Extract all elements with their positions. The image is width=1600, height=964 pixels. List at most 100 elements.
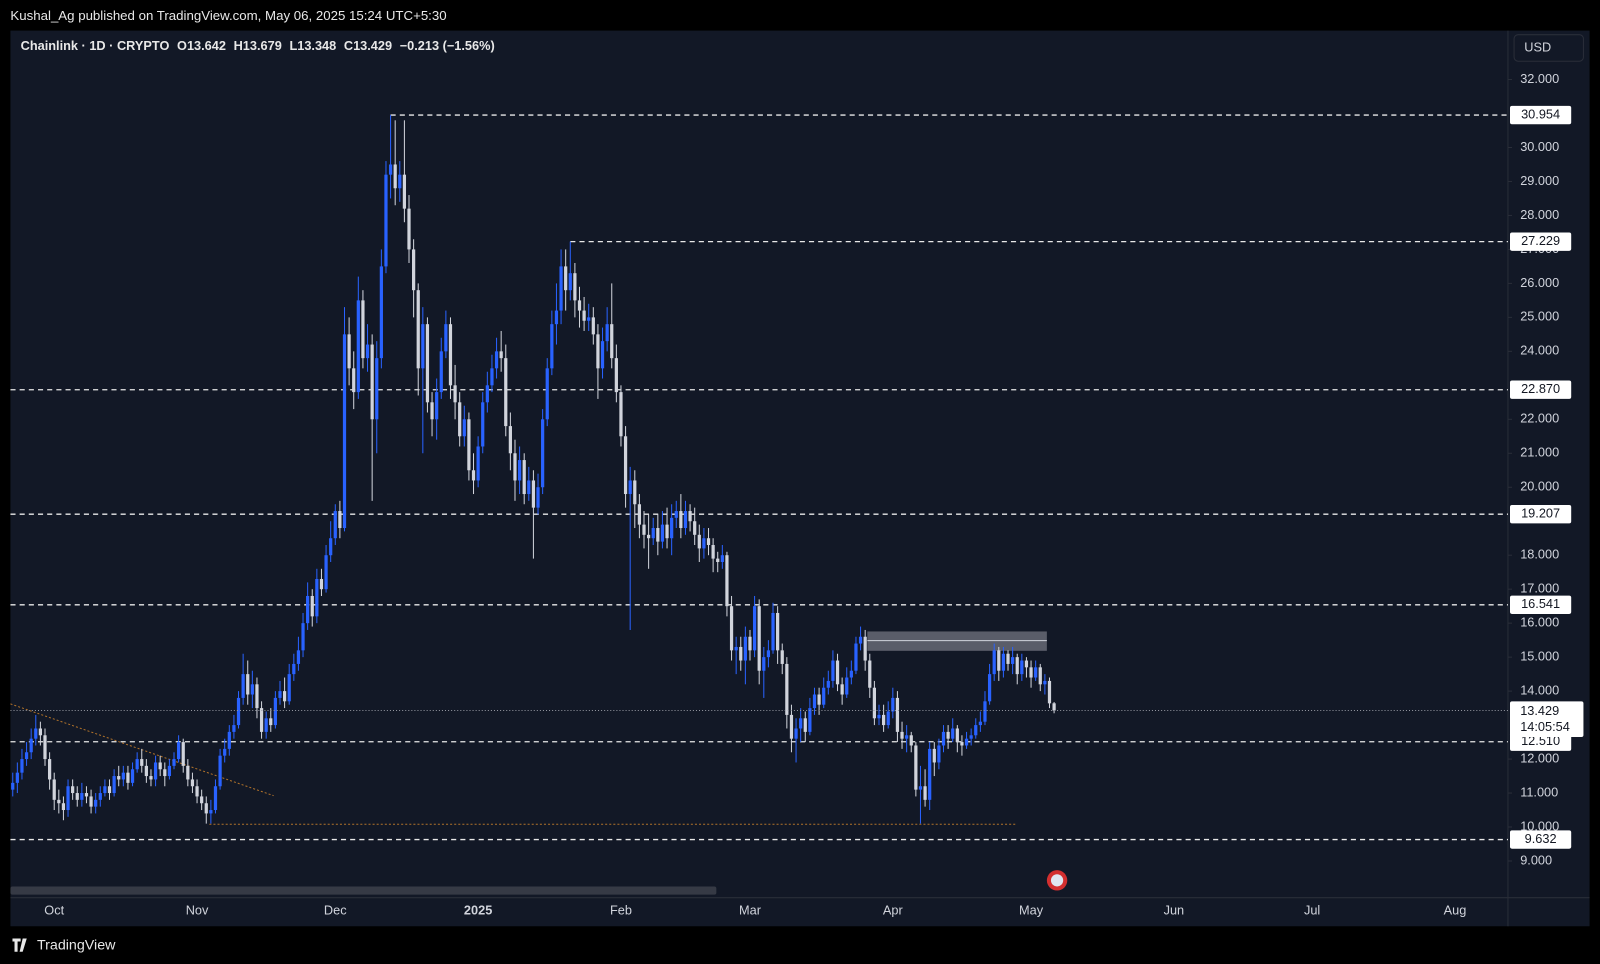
x-tick-label: Oct (44, 902, 64, 917)
level-label-box (1509, 595, 1572, 614)
candle-body (932, 748, 936, 763)
candle-body (517, 460, 522, 481)
candle-body (623, 436, 628, 495)
brand-logo (12, 938, 27, 952)
chart-panel (10, 30, 1590, 927)
candle-body (573, 273, 577, 301)
candle-body (365, 344, 370, 359)
candle-body (826, 680, 830, 688)
candle-body (914, 745, 918, 790)
x-tick-label: Dec (324, 902, 347, 917)
candle-body (877, 714, 881, 719)
level-label: 27.229 (1521, 233, 1560, 248)
candle-body (799, 718, 803, 729)
legend-high: H13.679 (234, 38, 282, 53)
candle-body (762, 657, 766, 671)
candle-body (273, 697, 277, 726)
candle-body (209, 810, 213, 814)
candle-body (421, 324, 425, 369)
last-price-label: 13.429 (1520, 703, 1559, 718)
candle-body (223, 748, 227, 756)
level-label-box (1509, 732, 1572, 751)
candle-body (1015, 657, 1019, 675)
candle-body (407, 208, 411, 250)
candle-body (259, 708, 264, 732)
candle-body (1043, 680, 1047, 685)
candle-body (670, 517, 674, 539)
y-tick-label: 15.000 (1520, 649, 1559, 664)
candle-body (282, 691, 287, 702)
y-tick-label: 18.000 (1520, 547, 1559, 562)
candle-body (458, 402, 462, 437)
candle-body (352, 368, 356, 393)
candle-body (181, 742, 185, 766)
candle-body (596, 334, 600, 369)
candle-body (66, 786, 70, 811)
candle-body (246, 674, 250, 695)
candle-body (872, 687, 877, 719)
candle-body (287, 674, 291, 702)
candle-body (338, 511, 342, 529)
candle-body (739, 646, 743, 661)
candle-body (729, 606, 734, 651)
x-tick-label: Apr (883, 902, 904, 917)
candle-body (808, 708, 812, 732)
candle-body (582, 310, 586, 321)
candle-body (600, 341, 605, 369)
level-label: 16.541 (1521, 596, 1560, 611)
candle-body (545, 368, 549, 420)
candle-body (333, 511, 337, 539)
candle-body (1001, 653, 1006, 671)
candle-body (909, 735, 913, 746)
candle-body (905, 735, 909, 739)
candle-body (974, 725, 978, 736)
candle-body (393, 164, 397, 189)
currency-label: USD (1524, 39, 1551, 54)
candle-body (57, 799, 61, 804)
candle-body (292, 663, 296, 675)
candle-body (743, 636, 747, 661)
currency-button[interactable] (1513, 34, 1584, 62)
candle-body (121, 772, 125, 780)
level-label-box (1509, 105, 1572, 125)
level-label-box (1509, 232, 1572, 251)
candle-body (660, 524, 665, 542)
candle-body (941, 731, 946, 746)
legend-low: L13.348 (289, 38, 336, 53)
level-label: 30.954 (1521, 106, 1560, 121)
candle-body (840, 684, 844, 695)
level-label: 22.870 (1521, 381, 1560, 396)
brand-name: TradingView (37, 937, 116, 953)
candle-body (462, 419, 466, 437)
event-marker-inner (1050, 874, 1064, 887)
plot: 9.000 10.000 11.000 12.000 14.000 15.000 16.00… (10, 71, 1584, 917)
candle-body (504, 358, 508, 427)
candle-body (430, 402, 434, 420)
candle-body (61, 803, 66, 811)
candle-body (20, 759, 24, 773)
candle-body (1011, 657, 1015, 664)
candle-body (204, 803, 208, 814)
countdown-label: 14:05:54 (1520, 719, 1570, 734)
candle-body (361, 300, 365, 359)
candle-body (748, 636, 752, 651)
candle-body (997, 650, 1001, 671)
candle-body (983, 701, 987, 722)
candle-body (918, 786, 923, 790)
legend-change: −0.213 (−1.56%) (400, 38, 495, 53)
candle-body (471, 470, 476, 481)
candle-body (536, 487, 540, 508)
candle-body (416, 290, 420, 369)
y-tick-label: 21.000 (1520, 445, 1559, 460)
candle-body (490, 368, 494, 386)
scrollbar[interactable] (10, 886, 717, 895)
legend-symbol: Chainlink · 1D · CRYPTO (21, 38, 170, 53)
candle-body (541, 419, 545, 488)
candle-body (347, 334, 351, 369)
candle-body (614, 358, 618, 393)
candle-body (43, 735, 47, 760)
candle-body (683, 511, 688, 529)
candle-body (863, 636, 867, 661)
candle-body (190, 779, 195, 787)
